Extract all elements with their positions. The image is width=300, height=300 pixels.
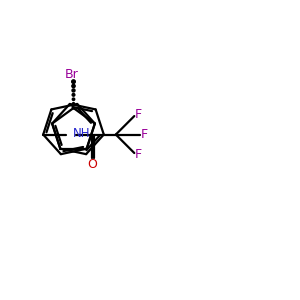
Text: NH: NH bbox=[73, 128, 91, 140]
Circle shape bbox=[73, 107, 74, 109]
Circle shape bbox=[72, 103, 74, 105]
Text: O: O bbox=[88, 158, 98, 171]
Text: F: F bbox=[134, 108, 142, 121]
Circle shape bbox=[72, 94, 75, 96]
Circle shape bbox=[72, 80, 75, 83]
Circle shape bbox=[72, 89, 75, 92]
Text: F: F bbox=[140, 128, 148, 141]
Circle shape bbox=[72, 98, 75, 101]
Circle shape bbox=[72, 84, 75, 88]
Text: Br: Br bbox=[65, 68, 79, 81]
Text: F: F bbox=[134, 148, 142, 161]
